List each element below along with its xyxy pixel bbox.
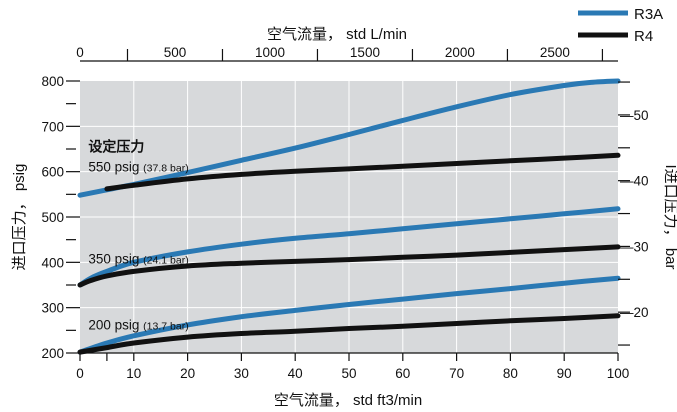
- bottom-tick-label: 60: [395, 366, 410, 381]
- top-tick-label: 1500: [350, 45, 380, 60]
- setpoint-psig: 350 psig: [88, 252, 143, 267]
- top-axis-title: 空气流量， std L/min: [267, 26, 407, 43]
- bottom-tick-label: 30: [234, 366, 249, 381]
- series-line-r3a-350-psig: [77, 206, 621, 288]
- left-tick-label: 300: [41, 301, 64, 316]
- bottom-tick-label: 80: [503, 366, 518, 381]
- top-tick-label: 500: [164, 45, 187, 60]
- setpoint-bar: (13.7 bar): [143, 320, 189, 332]
- setpoint-label: 350 psig (24.1 bar): [88, 252, 188, 267]
- left-tick-label: 500: [41, 210, 64, 225]
- series-line-r4-350-psig: [77, 244, 621, 288]
- right-axis-title: I进口压力， bar: [662, 164, 677, 269]
- annotations: 设定压力 550 psig (37.8 bar) 350 psig (24.1 ba…: [88, 139, 188, 333]
- top-tick-label: 2500: [540, 45, 570, 60]
- series-line-r4-200-psig: [77, 313, 621, 355]
- series-line-r3a-200-psig: [77, 275, 621, 355]
- top-tick-label: 1000: [255, 45, 285, 60]
- left-tick-label: 700: [41, 119, 64, 134]
- legend-label: R3A: [634, 6, 663, 23]
- setpoint-label: 200 psig (13.7 bar): [88, 317, 188, 332]
- bottom-axis-title: 空气流量， std ft3/min: [274, 392, 422, 409]
- setpoint-label: 550 psig (37.8 bar): [88, 160, 188, 175]
- bottom-tick-label: 50: [341, 366, 356, 381]
- setpoint-bar: (24.1 bar): [143, 255, 189, 267]
- bottom-tick-label: 10: [126, 366, 141, 381]
- bottom-tick-label: 70: [449, 366, 464, 381]
- right-tick-label: —50: [620, 108, 649, 123]
- bottom-tick-label: 40: [288, 366, 303, 381]
- bottom-tick-label: 100: [607, 366, 630, 381]
- right-tick-label: —20: [620, 305, 649, 320]
- right-tick-label: —40: [620, 174, 649, 189]
- bottom-tick-label: 90: [557, 366, 572, 381]
- setpoint-bar: (37.8 bar): [143, 163, 189, 175]
- series-line-r4-550-psig: [104, 152, 621, 192]
- left-tick-label: 400: [41, 255, 64, 270]
- left-axis-title: 进口压力， psig: [11, 164, 28, 271]
- setpoint-psig: 550 psig: [88, 160, 143, 175]
- grid-lines: [80, 81, 618, 353]
- left-tick-label: 600: [41, 165, 64, 180]
- right-tick-label: —30: [620, 239, 649, 254]
- top-tick-label: 0: [76, 45, 84, 60]
- top-tick-label: 2000: [445, 45, 475, 60]
- series-lines: [77, 78, 621, 355]
- setpoint-heading: 设定压力: [88, 139, 144, 155]
- bottom-tick-label: 20: [180, 366, 195, 381]
- bottom-tick-label: 0: [76, 366, 84, 381]
- setpoint-psig: 200 psig: [88, 317, 143, 332]
- left-tick-label: 800: [41, 74, 64, 89]
- legend-label: R4: [634, 28, 653, 45]
- left-tick-label: 200: [41, 346, 64, 361]
